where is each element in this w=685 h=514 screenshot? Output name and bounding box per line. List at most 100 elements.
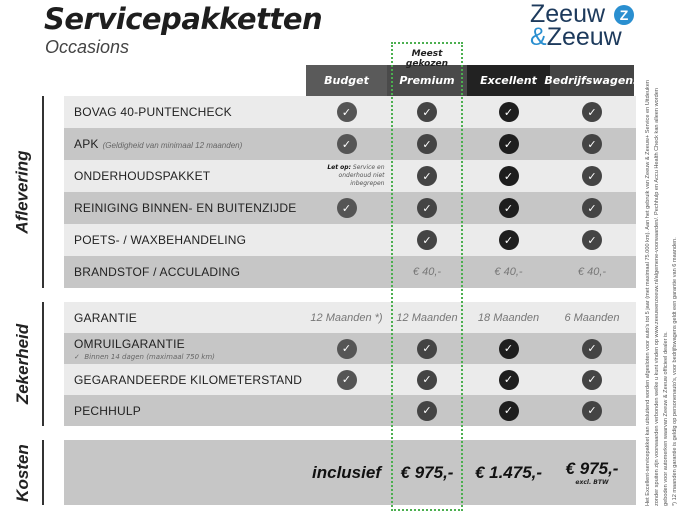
check-icon: ✓ bbox=[336, 369, 357, 390]
check-icon: ✓ bbox=[417, 166, 437, 186]
cell bbox=[306, 256, 387, 288]
cell bbox=[306, 395, 387, 426]
cell: ✓ bbox=[550, 395, 634, 426]
row-label: ONDERHOUDSPAKKET bbox=[74, 169, 211, 183]
table-row: APK (Geldigheid van minimaal 12 maanden) ✓… bbox=[64, 128, 636, 160]
cell: ✓ bbox=[467, 160, 550, 192]
check-icon: ✓ bbox=[417, 230, 437, 250]
cell-value: 6 Maanden bbox=[564, 311, 620, 324]
column-header-bedrijfswagens: Bedrijfswagens bbox=[544, 65, 640, 96]
cell: ✓ bbox=[467, 96, 550, 128]
section-label-kosten: Kosten bbox=[13, 443, 32, 502]
cell-value: 12 Maanden *) bbox=[310, 311, 383, 324]
check-icon: ✓ bbox=[498, 166, 519, 186]
row-label: REINIGING BINNEN- EN BUITENZIJDE bbox=[74, 201, 297, 215]
check-icon: ✓ bbox=[498, 198, 519, 218]
check-icon: ✓ bbox=[336, 198, 357, 218]
cell: € 40,- bbox=[387, 256, 467, 288]
check-icon: ✓ bbox=[417, 134, 437, 154]
cell: ✓ bbox=[306, 128, 387, 160]
cell: 12 Maanden *) bbox=[306, 302, 387, 333]
cell bbox=[306, 224, 387, 256]
table-row: POETS- / WAXBEHANDELING ✓ ✓ ✓ bbox=[64, 224, 636, 256]
check-icon: ✓ bbox=[417, 400, 437, 421]
check-icon: ✓ bbox=[582, 166, 602, 186]
check-icon: ✓ bbox=[417, 369, 437, 390]
check-icon: ✓ bbox=[582, 400, 602, 421]
cell-value: 12 Maanden bbox=[396, 311, 458, 324]
cell: ✓ bbox=[467, 128, 550, 160]
check-icon: ✓ bbox=[498, 369, 519, 390]
cell: € 975,- bbox=[387, 440, 467, 505]
check-icon: ✓ bbox=[498, 102, 519, 122]
check-icon: ✓ bbox=[498, 338, 519, 359]
section-divider bbox=[42, 440, 44, 505]
cell: ✓ bbox=[467, 333, 550, 364]
cell: inclusief bbox=[306, 440, 387, 505]
cell: ✓ bbox=[387, 224, 467, 256]
cell: ✓ bbox=[467, 364, 550, 395]
section-divider bbox=[42, 96, 44, 288]
row-label: APK (Geldigheid van minimaal 12 maanden) bbox=[74, 137, 243, 151]
cell: ✓ bbox=[306, 364, 387, 395]
row-sublabel: ✓ Binnen 14 dagen (maximaal 750 km) bbox=[74, 353, 215, 361]
check-icon: ✓ bbox=[336, 338, 357, 359]
row-label: GEGARANDEERDE KILOMETERSTAND bbox=[74, 372, 303, 387]
cell: ✓ bbox=[387, 160, 467, 192]
check-icon: ✓ bbox=[417, 198, 437, 218]
cell: ✓ bbox=[387, 333, 467, 364]
cell: ✓ bbox=[387, 128, 467, 160]
price: € 1.475,- bbox=[474, 462, 543, 482]
table-row: BOVAG 40-PUNTENCHECK ✓ ✓ ✓ ✓ bbox=[64, 96, 636, 128]
cell: ✓ bbox=[550, 224, 634, 256]
logo-z-icon: Z bbox=[614, 5, 634, 25]
table-row: PECHHULP ✓ ✓ ✓ bbox=[64, 395, 636, 426]
check-icon: ✓ bbox=[417, 102, 437, 122]
cell: 6 Maanden bbox=[550, 302, 634, 333]
cell: ✓ bbox=[550, 128, 634, 160]
cell: ✓ bbox=[387, 96, 467, 128]
section-label-aflevering: Aflevering bbox=[13, 150, 33, 234]
check-icon: ✓ bbox=[582, 369, 602, 390]
cell: ✓ bbox=[550, 192, 634, 224]
excl-btw: excl. BTW bbox=[575, 479, 609, 486]
cell: € 40,- bbox=[467, 256, 550, 288]
cell: ✓ bbox=[467, 192, 550, 224]
check-icon: ✓ bbox=[417, 338, 437, 359]
row-label: GARANTIE bbox=[74, 310, 137, 325]
cell: 18 Maanden bbox=[467, 302, 550, 333]
table-row: REINIGING BINNEN- EN BUITENZIJDE ✓ ✓ ✓ ✓ bbox=[64, 192, 636, 224]
cell: ✓ bbox=[387, 192, 467, 224]
table-row: BRANDSTOF / ACCULADING € 40,- € 40,- € 40,- bbox=[64, 256, 636, 288]
cell: ✓ bbox=[550, 364, 634, 395]
row-label: BRANDSTOF / ACCULADING bbox=[74, 265, 241, 279]
row-label: OMRUILGARANTIE bbox=[74, 337, 185, 351]
check-icon: ✓ bbox=[336, 102, 357, 122]
cell-value: 18 Maanden bbox=[477, 311, 540, 324]
cell-value: € 40,- bbox=[494, 266, 523, 278]
logo: Zeeuw Z &Zeeuw bbox=[530, 2, 640, 50]
check-icon: ✓ bbox=[582, 102, 602, 122]
budget-note: Let op: Service en onderhoud niet inbegr… bbox=[327, 164, 385, 187]
price: € 975,- bbox=[400, 462, 454, 482]
cell: € 1.475,- bbox=[467, 440, 550, 505]
cell-value: € 40,- bbox=[577, 266, 607, 278]
cell: ✓ bbox=[550, 96, 634, 128]
cell: ✓ bbox=[467, 395, 550, 426]
cell: € 975,- excl. BTW bbox=[550, 440, 634, 505]
cell: ✓ bbox=[550, 160, 634, 192]
check-icon: ✓ bbox=[498, 400, 519, 421]
check-icon: ✓ bbox=[582, 230, 602, 250]
cell: ✓ bbox=[550, 333, 634, 364]
row-label: POETS- / WAXBEHANDELING bbox=[74, 233, 247, 247]
cell: Let op: Service en onderhoud niet inbegr… bbox=[306, 160, 387, 192]
check-icon: ✓ bbox=[498, 134, 519, 154]
cell: ✓ bbox=[387, 364, 467, 395]
check-icon: ✓ bbox=[582, 198, 602, 218]
table-row: OMRUILGARANTIE ✓ Binnen 14 dagen (maximaa… bbox=[64, 333, 636, 364]
section-divider bbox=[42, 302, 44, 426]
cell: 12 Maanden bbox=[387, 302, 467, 333]
row-label: PECHHULP bbox=[74, 403, 141, 418]
section-label-zekerheid: Zekerheid bbox=[13, 323, 32, 405]
cell: € 40,- bbox=[550, 256, 634, 288]
